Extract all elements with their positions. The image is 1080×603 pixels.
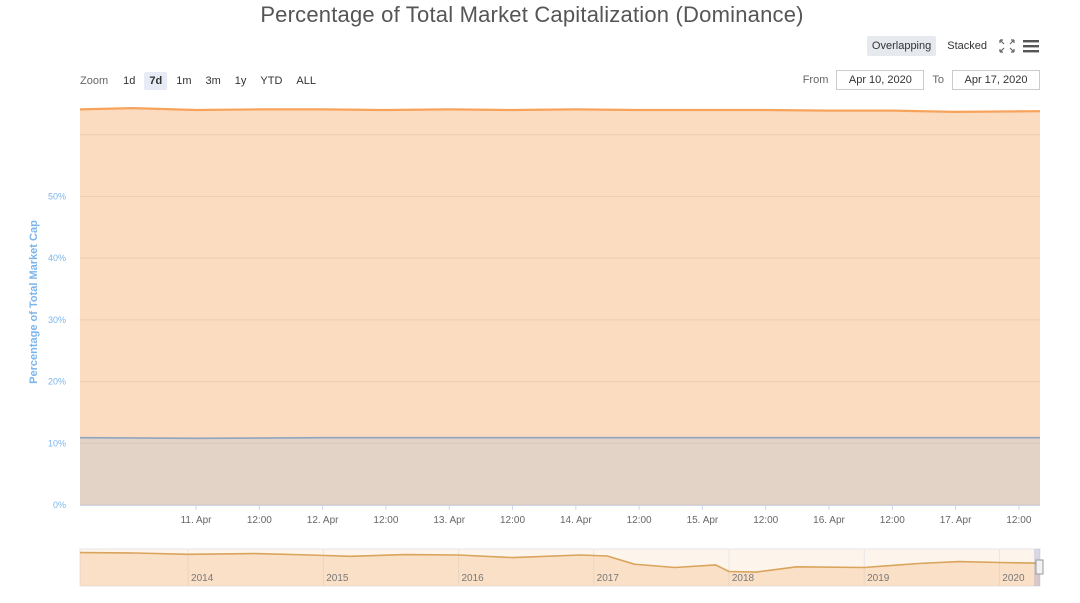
display-mode-bar: Overlapping Stacked (866, 36, 1040, 56)
from-date-input[interactable] (836, 70, 925, 90)
y-tick-label-3: 30% (48, 315, 66, 325)
chart-title: Percentage of Total Market Capitalizatio… (260, 2, 804, 27)
stacked-mode-button[interactable]: Stacked (947, 40, 987, 52)
zoom-ytd-button[interactable]: YTD (260, 75, 283, 87)
navigator-area (80, 552, 1040, 586)
navigator-year-label-5: 2019 (867, 573, 890, 584)
zoom-1m-button[interactable]: 1m (176, 75, 192, 87)
navigator: 2014 2015 2016 2017 2018 2019 2020 (79, 548, 1044, 587)
x-tick-label-13: 12:00 (1006, 515, 1031, 526)
x-tick-label-8: 15. Apr (687, 515, 719, 526)
fullscreen-icon[interactable] (998, 38, 1016, 54)
series-line-1 (79, 436, 1040, 440)
y-axis-ticks: 0% 10% 20% 30% 40% 50% (48, 191, 66, 510)
y-tick-label-4: 40% (48, 253, 66, 263)
x-axis-ticks: 11. Apr 12:00 12. Apr 12:00 13. Apr 12:00 14. … (80, 505, 1040, 526)
navigator-year-label-1: 2015 (326, 573, 349, 584)
series-area-0 (80, 108, 1040, 505)
y-tick-label-5: 50% (48, 191, 66, 201)
x-tick-label-5: 12:00 (500, 515, 525, 526)
navigator-year-label-0: 2014 (191, 573, 214, 584)
zoom-all-button[interactable]: ALL (296, 75, 316, 87)
date-range-selector: From To (803, 70, 1040, 90)
series-line-0 (79, 106, 1041, 114)
navigator-year-label-2: 2016 (461, 573, 484, 584)
zoom-bar: Zoom 1d 7d 1m 3m 1y YTD ALL (80, 72, 321, 90)
hamburger-menu-icon[interactable] (1022, 38, 1040, 54)
zoom-label: Zoom (80, 75, 109, 87)
series-area-1 (80, 437, 1040, 505)
navigator-line (79, 551, 1041, 573)
zoom-1y-button[interactable]: 1y (234, 75, 247, 87)
zoom-7d-button[interactable]: 7d (144, 72, 168, 90)
x-tick-label-10: 16. Apr (813, 515, 845, 526)
x-tick-label-1: 12:00 (247, 515, 272, 526)
x-tick-label-2: 12. Apr (307, 515, 339, 526)
to-label: To (932, 74, 944, 86)
x-tick-label-12: 17. Apr (940, 515, 972, 526)
x-tick-label-3: 12:00 (373, 515, 398, 526)
overlapping-mode-button[interactable]: Overlapping (866, 36, 937, 56)
x-tick-label-6: 14. Apr (560, 515, 592, 526)
x-tick-label-0: 11. Apr (181, 515, 213, 526)
y-tick-label-0: 0% (53, 500, 66, 510)
y-tick-label-1: 10% (48, 438, 66, 448)
to-date-input[interactable] (952, 70, 1040, 90)
x-tick-label-11: 12:00 (880, 515, 905, 526)
navigator-year-label-4: 2018 (732, 573, 755, 584)
series-areas (79, 106, 1041, 505)
x-tick-label-4: 13. Apr (433, 515, 465, 526)
navigator-year-label-3: 2017 (597, 573, 620, 584)
zoom-1d-button[interactable]: 1d (123, 75, 136, 87)
zoom-3m-button[interactable]: 3m (205, 75, 221, 87)
x-tick-label-9: 12:00 (753, 515, 778, 526)
navigator-handle[interactable] (1035, 559, 1044, 575)
x-tick-label-7: 12:00 (627, 515, 652, 526)
from-label: From (802, 74, 829, 86)
navigator-year-label-6: 2020 (1002, 573, 1025, 584)
y-tick-label-2: 20% (48, 377, 66, 387)
